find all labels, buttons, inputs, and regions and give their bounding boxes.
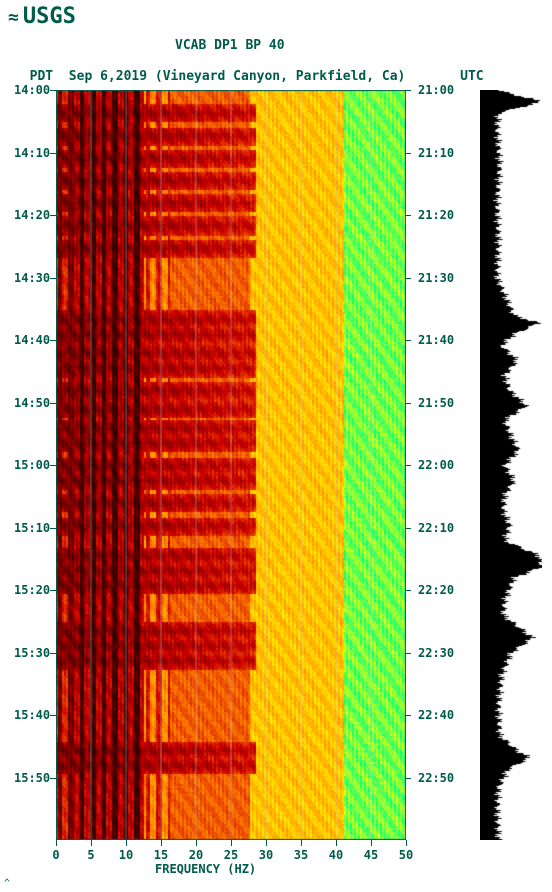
wave-icon: ≈ (8, 7, 19, 28)
y-left-label: 14:30 (14, 271, 50, 285)
x-tick-label: 0 (52, 848, 59, 862)
spectrogram-chart (56, 90, 406, 840)
y-right-tick (405, 465, 411, 466)
y-left-label: 14:40 (14, 333, 50, 347)
y-left-label: 14:50 (14, 396, 50, 410)
y-left-tick (50, 715, 56, 716)
y-right-tick (405, 215, 411, 216)
y-right-label: 21:50 (418, 396, 454, 410)
y-right-label: 21:30 (418, 271, 454, 285)
x-tick-label: 25 (224, 848, 238, 862)
x-tick-label: 45 (364, 848, 378, 862)
y-left-label: 14:00 (14, 83, 50, 97)
y-right-label: 22:10 (418, 521, 454, 535)
y-left-label: 15:40 (14, 708, 50, 722)
y-left-tick (50, 528, 56, 529)
y-left-label: 15:30 (14, 646, 50, 660)
x-tick-label: 40 (329, 848, 343, 862)
y-right-label: 21:00 (418, 83, 454, 97)
y-right-tick (405, 715, 411, 716)
chart-title: VCAB DP1 BP 40 (175, 38, 285, 53)
y-left-tick (50, 778, 56, 779)
x-tick (301, 840, 302, 846)
y-right-tick (405, 90, 411, 91)
y-right-tick (405, 528, 411, 529)
y-right-label: 22:50 (418, 771, 454, 785)
x-tick (336, 840, 337, 846)
logo-text: USGS (23, 4, 76, 29)
date-label: Sep 6,2019 (69, 69, 147, 84)
y-right-label: 22:00 (418, 458, 454, 472)
pdt-label: PDT (30, 69, 53, 84)
y-left-tick (50, 340, 56, 341)
x-tick (196, 840, 197, 846)
y-left-tick (50, 278, 56, 279)
x-tick (161, 840, 162, 846)
waveform-canvas (480, 90, 542, 840)
y-left-tick (50, 215, 56, 216)
y-left-tick (50, 590, 56, 591)
x-axis-title: FREQUENCY (HZ) (155, 862, 256, 876)
y-left-label: 14:20 (14, 208, 50, 222)
x-tick (126, 840, 127, 846)
y-left-label: 15:20 (14, 583, 50, 597)
x-tick (371, 840, 372, 846)
location-label: (Vineyard Canyon, Parkfield, Ca) (155, 69, 405, 84)
y-left-tick (50, 653, 56, 654)
x-tick-label: 15 (154, 848, 168, 862)
x-tick (266, 840, 267, 846)
y-right-label: 22:40 (418, 708, 454, 722)
x-tick (231, 840, 232, 846)
y-right-tick (405, 340, 411, 341)
x-tick-label: 10 (119, 848, 133, 862)
x-tick (56, 840, 57, 846)
x-tick-label: 35 (294, 848, 308, 862)
y-left-label: 15:00 (14, 458, 50, 472)
x-tick-label: 20 (189, 848, 203, 862)
y-left-tick (50, 90, 56, 91)
y-right-tick (405, 778, 411, 779)
y-right-tick (405, 653, 411, 654)
y-right-label: 21:40 (418, 333, 454, 347)
y-left-tick (50, 465, 56, 466)
y-left-label: 14:10 (14, 146, 50, 160)
y-right-label: 21:20 (418, 208, 454, 222)
x-tick (406, 840, 407, 846)
y-right-tick (405, 590, 411, 591)
spectrogram-canvas (56, 90, 406, 840)
y-right-label: 22:20 (418, 583, 454, 597)
y-right-label: 22:30 (418, 646, 454, 660)
y-right-tick (405, 153, 411, 154)
x-tick-label: 50 (399, 848, 413, 862)
y-left-tick (50, 153, 56, 154)
y-right-tick (405, 278, 411, 279)
y-right-label: 21:10 (418, 146, 454, 160)
footer-mark: ^ (4, 878, 10, 889)
y-left-label: 15:50 (14, 771, 50, 785)
utc-label: UTC (460, 69, 483, 84)
x-tick-label: 5 (87, 848, 94, 862)
x-tick-label: 30 (259, 848, 273, 862)
waveform-panel (480, 90, 542, 840)
y-left-tick (50, 403, 56, 404)
chart-subtitle: PDT Sep 6,2019 (Vineyard Canyon, Parkfie… (14, 54, 484, 84)
y-right-tick (405, 403, 411, 404)
usgs-logo: ≈USGS (8, 4, 76, 29)
x-tick (91, 840, 92, 846)
y-left-label: 15:10 (14, 521, 50, 535)
